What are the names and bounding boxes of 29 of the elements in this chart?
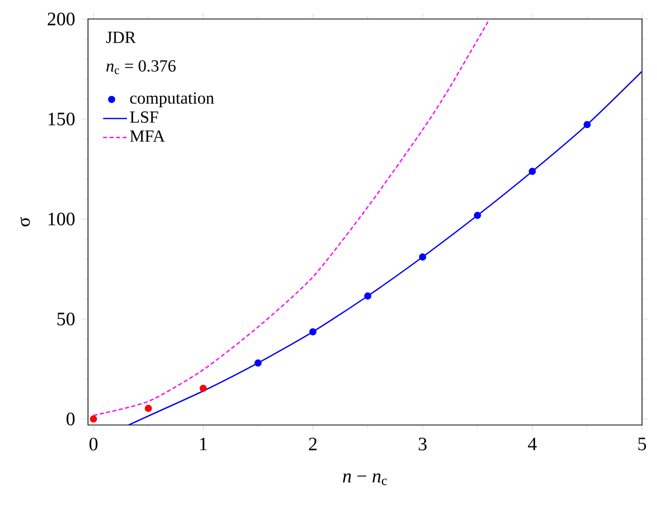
y-tick-label: 100 [48, 212, 75, 226]
legend-label: MFA [130, 130, 165, 142]
x-tick-label: 0 [89, 438, 98, 450]
point [90, 415, 98, 423]
x-tick-label: 4 [528, 438, 537, 450]
point [254, 359, 262, 367]
annotation: n$_{c}$ = 0.376 [106, 60, 176, 74]
x-axis-title: n − n$_{c}$ [342, 473, 387, 486]
point [474, 212, 482, 219]
y-tick-label: 50 [57, 312, 75, 326]
x-tick-label: 5 [638, 438, 646, 450]
x-tick-label: 1 [200, 438, 207, 450]
point [144, 404, 152, 412]
point [364, 292, 372, 300]
x-tick-label: 2 [308, 438, 317, 450]
point [584, 121, 591, 128]
legend-label: computation [130, 92, 214, 108]
point [528, 168, 536, 175]
point [309, 328, 316, 336]
y-axis-title: σ [20, 217, 30, 226]
legend-title: JDR [106, 32, 136, 44]
x-tick-label: 3 [418, 438, 427, 450]
line-series [128, 70, 642, 425]
point [419, 253, 426, 261]
y-tick-label: 150 [48, 112, 75, 126]
y-tick-label: 0 [66, 412, 75, 426]
legend-label: LSF [130, 111, 158, 123]
y-tick-label: 200 [48, 12, 75, 26]
point [200, 384, 207, 392]
